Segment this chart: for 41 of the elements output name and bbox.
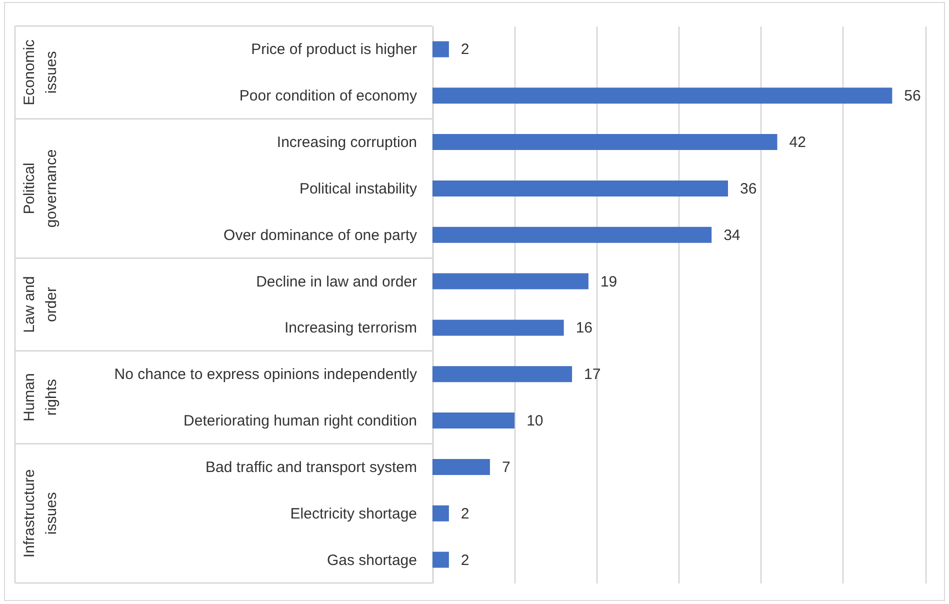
y-tick-label: Deteriorating human right condition	[184, 412, 417, 430]
data-label: 2	[460, 41, 470, 58]
data-label: 7	[502, 458, 510, 476]
text: Economic issues	[21, 38, 60, 106]
y-tick-label: Electricity shortage	[290, 505, 417, 522]
bar	[432, 41, 449, 58]
y-tick-label: Gas shortage	[326, 552, 417, 569]
y-tick-label: No chance to express opinions independently	[114, 366, 418, 384]
y-tick-label: Increasing terrorism	[284, 320, 417, 337]
data-label: 19	[600, 273, 618, 290]
y-tick-label: Over dominance of one party	[224, 226, 418, 244]
data-label: 34	[724, 226, 740, 244]
y-tick-label: Political instability	[299, 180, 418, 198]
text: Human rights	[21, 373, 60, 422]
data-label: 17	[584, 366, 601, 384]
y-tick-label: Decline in law and order	[256, 273, 418, 290]
bar	[432, 273, 588, 290]
data-label: 42	[789, 134, 806, 152]
data-label: 10	[526, 412, 544, 430]
bar	[432, 320, 564, 336]
data-label: 16	[576, 320, 593, 337]
bar	[432, 552, 449, 568]
data-label: 56	[904, 88, 921, 105]
bar	[432, 458, 490, 475]
y-tick-label: Poor condition of economy	[239, 88, 418, 105]
text: Infrastructure issues	[21, 469, 60, 558]
y-tick-label: Increasing corruption	[276, 134, 417, 152]
bar	[432, 366, 572, 382]
text: Political governance	[21, 149, 60, 228]
bar	[432, 412, 515, 429]
bar	[432, 134, 778, 150]
text: Law and order	[21, 276, 60, 333]
bar	[432, 180, 728, 196]
y-tick-label: Price of product is higher	[251, 41, 417, 58]
bar	[432, 88, 892, 104]
data-label: 2	[460, 552, 470, 569]
bar	[432, 226, 712, 243]
data-label: 36	[740, 180, 757, 198]
data-label: 2	[460, 505, 470, 522]
y-tick-label: Bad traffic and transport system	[206, 458, 417, 476]
bar	[432, 505, 449, 522]
